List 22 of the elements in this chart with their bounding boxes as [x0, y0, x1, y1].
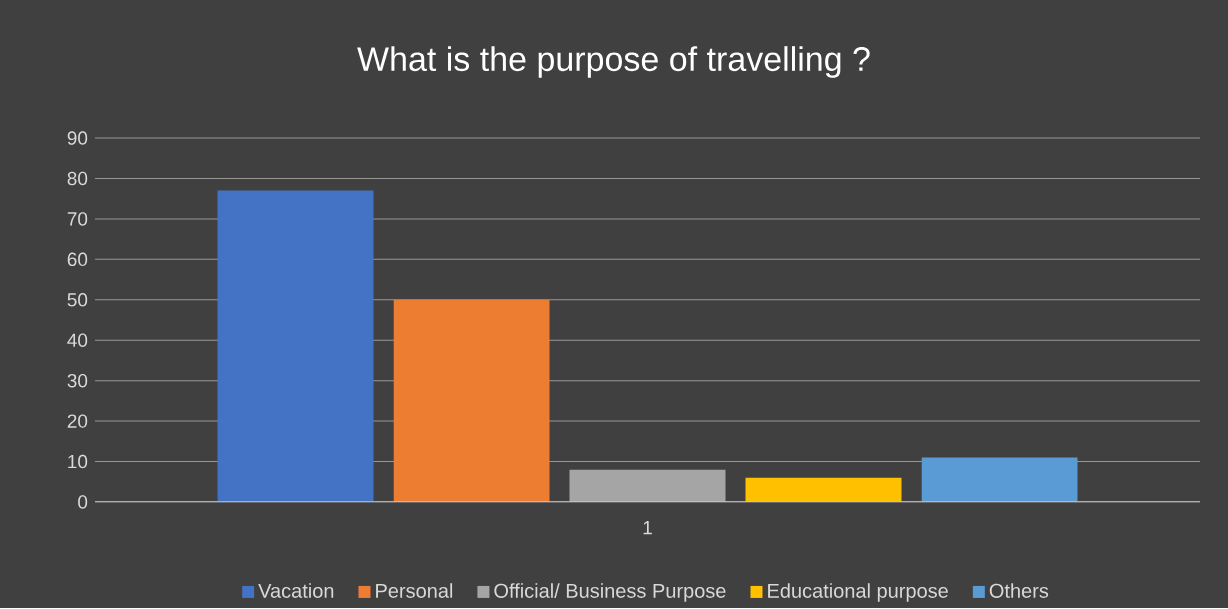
legend-label: Official/ Business Purpose — [494, 583, 726, 602]
legend-label: Personal — [376, 583, 453, 599]
bar — [569, 469, 726, 503]
bar — [393, 299, 550, 503]
y-tick-label: 40 — [67, 333, 88, 348]
legend-label: Educational purpose — [768, 583, 948, 602]
y-tick-label: 50 — [67, 293, 88, 307]
legend-label: Vacation — [258, 583, 334, 599]
y-tick-label: 70 — [67, 212, 88, 226]
chart-title: What is the purpose of travelling ? — [357, 46, 870, 78]
y-tick-label: 0 — [78, 495, 88, 509]
legend-label: Others — [989, 583, 1049, 599]
y-tick-label: 90 — [67, 131, 88, 145]
y-tick-label: 30 — [67, 374, 88, 388]
bar — [921, 457, 1078, 503]
x-tick-label: 1 — [643, 521, 652, 535]
y-tick-label: 60 — [67, 252, 88, 267]
y-tick-label: 20 — [67, 414, 88, 428]
y-tick-label: 80 — [67, 171, 88, 186]
bar — [217, 190, 374, 503]
y-tick-label: 10 — [68, 454, 88, 469]
bar — [745, 477, 902, 503]
